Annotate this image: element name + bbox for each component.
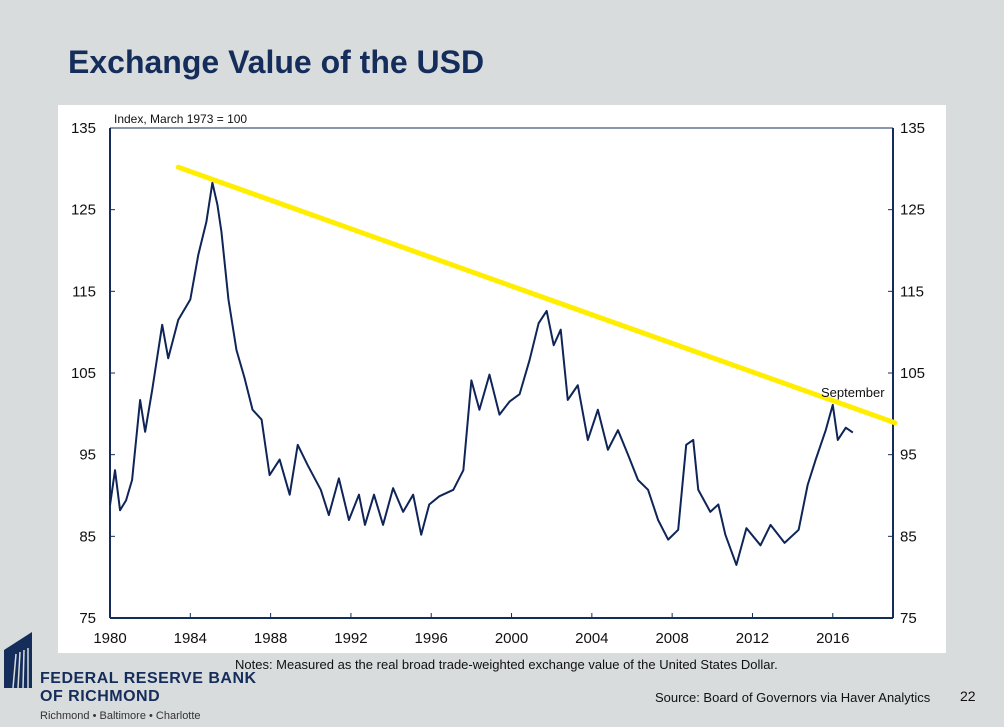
page-title: Exchange Value of the USD [68,44,485,80]
x-tick-label: 1984 [174,630,207,647]
september-annotation: September [821,385,885,400]
y-axis-label: Index, March 1973 = 100 [114,112,247,126]
line-chart: 75 75 85 85 95 95 105 105 115 115 125 125 135 135 1980… [71,112,925,647]
logo-line2: OF RICHMOND [40,688,161,705]
y-tick-label-left: 115 [72,283,96,300]
x-tick-label: 1980 [93,630,126,647]
usd-index-line [109,181,854,566]
chart-panel: 75 75 85 85 95 95 105 105 115 115 125 125 135 135 1980… [58,105,946,653]
y-tick-label-right: 115 [900,283,924,300]
y-tick-label-left: 95 [79,447,96,464]
y-tick-label-right: 85 [900,528,917,545]
y-tick-label-left: 135 [71,120,96,137]
logo-line1: FEDERAL RESERVE BANK [40,670,257,687]
y-tick-label-right: 75 [900,610,917,627]
x-tick-label: 2016 [816,630,849,647]
y-tick-label-left: 85 [79,528,96,545]
x-tick-label: 2008 [655,630,688,647]
page-number: 22 [960,688,976,704]
x-tick-label: 1988 [254,630,287,647]
trend-line [175,164,898,426]
y-tick-label-right: 135 [900,120,925,137]
x-tick-label: 2004 [575,630,608,647]
logo-line3: Richmond • Baltimore • Charlotte [40,710,201,722]
x-tick-label: 2000 [495,630,528,647]
y-tick-label-left: 75 [79,610,96,627]
y-tick-label-left: 125 [71,202,96,219]
y-tick-label-left: 105 [71,365,96,382]
x-tick-label: 1992 [334,630,367,647]
y-tick-label-right: 105 [900,365,925,382]
source: Source: Board of Governors via Haver Ana… [655,690,931,705]
notes: Notes: Measured as the real broad trade-… [235,657,778,672]
x-tick-label: 2012 [736,630,769,647]
x-tick-label: 1996 [415,630,448,647]
fed-logo-icon [4,632,32,689]
y-tick-label-right: 95 [900,447,917,464]
y-tick-label-right: 125 [900,202,925,219]
